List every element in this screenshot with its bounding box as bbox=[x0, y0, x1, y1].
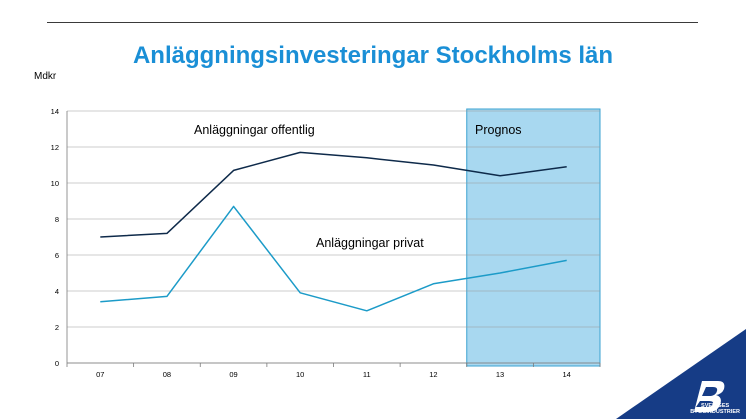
prognos-region bbox=[466, 108, 601, 367]
x-tick-label: 09 bbox=[229, 370, 237, 379]
series-line-privat bbox=[100, 205, 567, 312]
x-tick-label: 12 bbox=[429, 370, 437, 379]
y-tick-label: 4 bbox=[55, 287, 59, 296]
logo-b-mark bbox=[694, 381, 725, 412]
y-tick-label: 0 bbox=[55, 359, 59, 368]
y-tick-label: 14 bbox=[51, 107, 59, 116]
chart-title: Anläggningsinvesteringar Stockholms län bbox=[132, 42, 614, 69]
y-tick-label: 6 bbox=[55, 251, 59, 260]
company-logo bbox=[616, 329, 746, 419]
prognos-label: Prognos bbox=[475, 123, 522, 137]
x-tick-label: 13 bbox=[496, 370, 504, 379]
y-axis-unit-label: Mdkr bbox=[34, 71, 57, 82]
x-tick-label: 08 bbox=[163, 370, 171, 379]
x-tick-label: 10 bbox=[296, 370, 304, 379]
logo-text: SVERIGES BYGGINDUSTRIER bbox=[690, 403, 740, 415]
series-line-offentlig bbox=[100, 151, 567, 238]
logo-line-1: SVERIGES bbox=[701, 403, 730, 409]
y-tick-label: 12 bbox=[51, 143, 59, 152]
series-label: Anläggningar offentlig bbox=[194, 123, 315, 137]
x-tick-label: 07 bbox=[96, 370, 104, 379]
x-tick-label: 14 bbox=[563, 370, 571, 379]
y-tick-label: 10 bbox=[51, 179, 59, 188]
series-label: Anläggningar privat bbox=[316, 236, 424, 250]
y-tick-label: 8 bbox=[55, 215, 59, 224]
top-divider bbox=[47, 22, 698, 23]
logo-line-2: BYGGINDUSTRIER bbox=[690, 409, 740, 415]
y-tick-label: 2 bbox=[55, 323, 59, 332]
x-tick-label: 11 bbox=[363, 370, 371, 379]
